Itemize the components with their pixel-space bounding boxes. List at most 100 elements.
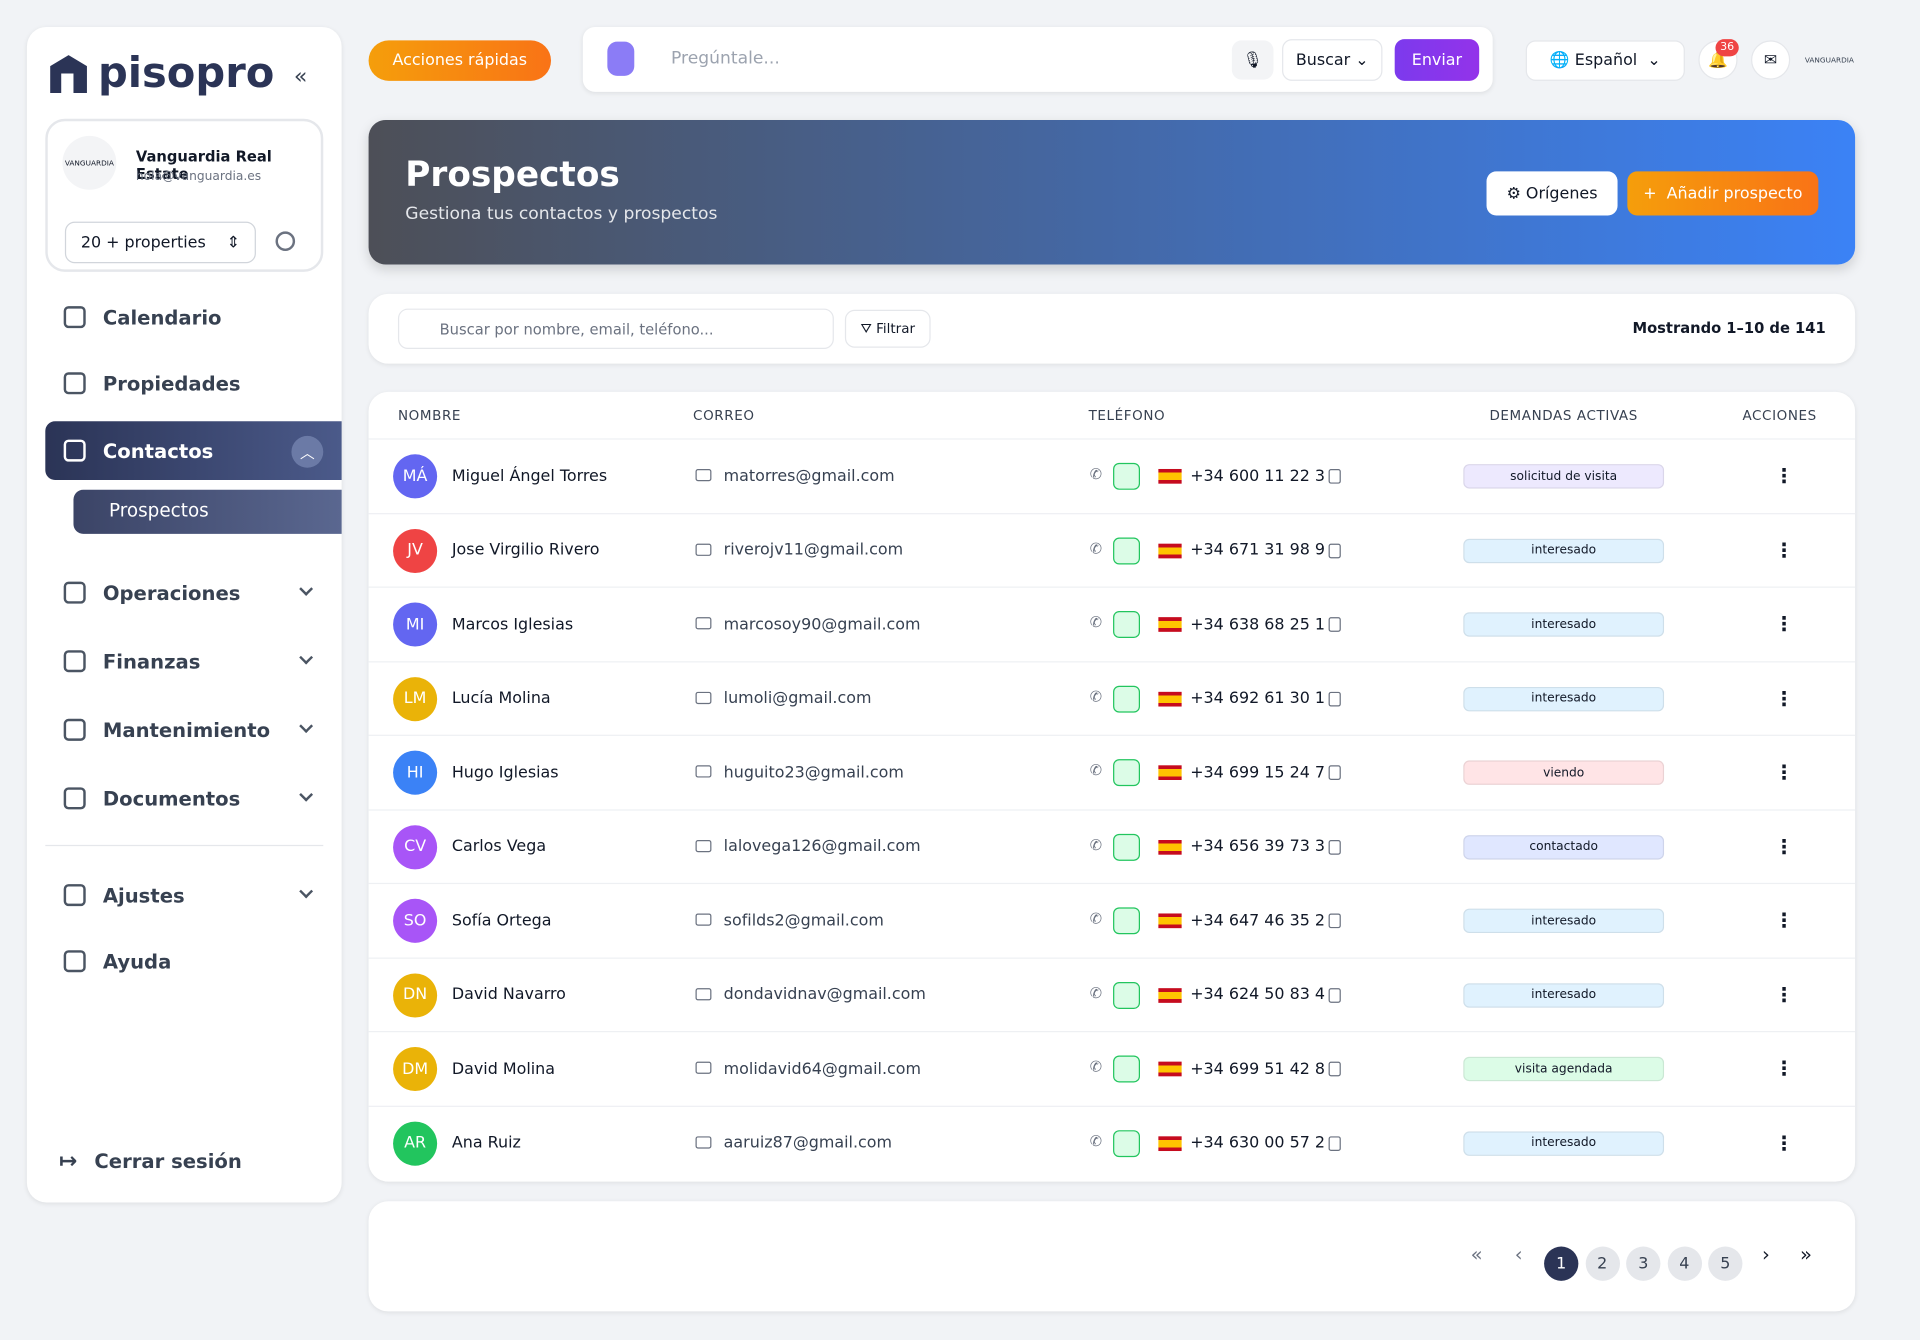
copy-button[interactable] (1328, 691, 1341, 706)
whatsapp-button[interactable] (1113, 759, 1141, 787)
nav-item[interactable]: Contactos (63, 432, 214, 469)
call-button[interactable]: ✆ (1089, 761, 1103, 779)
nav-item[interactable]: Documentos (63, 780, 241, 817)
contact-email[interactable]: marcosoy90@gmail.com (723, 615, 921, 634)
contact-name[interactable]: Lucía Molina (451, 689, 551, 708)
actions-button[interactable]: ⋮ (1774, 982, 1794, 1006)
settings-icon[interactable] (275, 231, 296, 252)
call-button[interactable]: ✆ (1089, 1057, 1103, 1076)
contact-name[interactable]: Jose Virgilio Rivero (451, 541, 600, 560)
collapse-chevron[interactable]: ︿ (291, 435, 324, 468)
actions-button[interactable]: ⋮ (1774, 538, 1794, 562)
call-button[interactable]: ✆ (1089, 835, 1103, 853)
whatsapp-button[interactable] (1113, 1055, 1141, 1083)
quick-actions[interactable]: Acciones rápidas (368, 40, 552, 81)
copy-button[interactable] (1328, 1061, 1341, 1077)
nav-item[interactable]: Operaciones (63, 574, 241, 611)
prev-page[interactable]: ‹ (1514, 1242, 1523, 1267)
contact-email[interactable]: lalovega126@gmail.com (723, 837, 921, 856)
contact-email[interactable]: aaruiz87@gmail.com (723, 1133, 893, 1153)
contact-name[interactable]: David Navarro (451, 985, 566, 1005)
properties-select[interactable]: 20 + properties ⇕ (64, 221, 256, 264)
contact-name[interactable]: Hugo Iglesias (451, 763, 559, 782)
last-page[interactable]: » (1800, 1242, 1812, 1267)
contact-email[interactable]: huguito23@gmail.com (723, 763, 904, 782)
pagination: « ‹ 1 2 3 4 5 › » (368, 1201, 1856, 1312)
copy-button[interactable] (1328, 617, 1341, 632)
add-button[interactable]: + Añadir prospecto (1627, 171, 1819, 216)
whatsapp-button[interactable] (1113, 833, 1141, 861)
account-name: Vanguardia Real Estate (135, 148, 272, 183)
whatsapp-button[interactable] (1113, 462, 1141, 490)
whatsapp-button[interactable] (1113, 685, 1141, 713)
whatsapp-button[interactable] (1113, 1129, 1141, 1157)
call-button[interactable]: ✆ (1089, 613, 1103, 631)
whatsapp-button[interactable] (1113, 981, 1141, 1009)
subnav-item[interactable]: Prospectos (73, 489, 342, 534)
search-mode[interactable]: Buscar ⌄ (1282, 39, 1383, 81)
brand[interactable]: VANGUARDIA (1804, 55, 1854, 65)
page-button[interactable]: 2 (1585, 1246, 1620, 1281)
search-input[interactable]: Buscar por nombre, email, teléfono... (397, 308, 834, 349)
page-button[interactable]: 3 (1626, 1246, 1661, 1281)
contact-name[interactable]: David Molina (451, 1059, 556, 1079)
call-button[interactable]: ✆ (1089, 687, 1103, 705)
call-button[interactable]: ✆ (1089, 983, 1103, 1002)
page-button[interactable]: 1 (1544, 1246, 1579, 1281)
nav-item[interactable]: Mantenimiento (63, 711, 270, 748)
page-button[interactable]: 5 (1708, 1246, 1743, 1281)
contact-email[interactable]: lumoli@gmail.com (723, 689, 872, 708)
page-button[interactable]: 4 (1667, 1246, 1702, 1281)
column-header: CORREO (693, 407, 755, 424)
ask-input[interactable]: Pregúntale... (671, 48, 780, 69)
contact-email[interactable]: sofilds2@gmail.com (723, 911, 884, 931)
contact-name[interactable]: Ana Ruiz (451, 1133, 521, 1153)
logo[interactable]: pisopro (47, 49, 274, 98)
logout[interactable]: ↦ Cerrar sesión (59, 1142, 242, 1179)
contact-name[interactable]: Marcos Iglesias (451, 615, 574, 634)
contact-email[interactable]: dondavidnav@gmail.com (723, 985, 926, 1005)
contact-name[interactable]: Sofía Ortega (451, 911, 552, 931)
contact-email[interactable]: molidavid64@gmail.com (723, 1059, 922, 1079)
copy-button[interactable] (1328, 543, 1341, 558)
whatsapp-button[interactable] (1113, 907, 1141, 935)
actions-button[interactable]: ⋮ (1774, 612, 1794, 636)
next-page[interactable]: › (1762, 1242, 1770, 1267)
call-button[interactable]: ✆ (1089, 909, 1103, 927)
language-select[interactable]: 🌐 Español ⌄ (1525, 40, 1685, 81)
filter-button[interactable]: ⛛ Filtrar (844, 309, 931, 348)
contact-email[interactable]: riverojv11@gmail.com (723, 541, 904, 560)
actions-button[interactable]: ⋮ (1774, 686, 1794, 710)
copy-button[interactable] (1328, 468, 1341, 484)
actions-button[interactable]: ⋮ (1774, 834, 1794, 858)
actions-button[interactable]: ⋮ (1774, 1130, 1794, 1155)
mic-button[interactable]: 🎙 (1231, 40, 1274, 80)
nav-item[interactable]: Finanzas (63, 643, 201, 680)
whatsapp-button[interactable] (1113, 611, 1141, 638)
copy-button[interactable] (1328, 987, 1341, 1003)
origins-button[interactable]: ⚙ Orígenes (1486, 171, 1618, 216)
contact-name[interactable]: Carlos Vega (451, 837, 547, 856)
nav-item[interactable]: Ajustes (63, 877, 185, 914)
copy-button[interactable] (1328, 913, 1341, 929)
actions-button[interactable]: ⋮ (1774, 908, 1794, 932)
actions-button[interactable]: ⋮ (1774, 1056, 1794, 1081)
nav-item[interactable]: Calendario (63, 299, 222, 336)
call-button[interactable]: ✆ (1089, 1132, 1103, 1150)
contact-email[interactable]: matorres@gmail.com (723, 467, 895, 486)
inbox[interactable]: ✉ (1751, 40, 1791, 80)
actions-button[interactable]: ⋮ (1774, 464, 1794, 488)
send-button[interactable]: Enviar (1394, 39, 1480, 81)
call-button[interactable]: ✆ (1089, 539, 1103, 557)
whatsapp-button[interactable] (1113, 536, 1141, 564)
first-page[interactable]: « (1470, 1242, 1483, 1267)
copy-button[interactable] (1328, 839, 1341, 855)
copy-button[interactable] (1328, 1135, 1341, 1151)
copy-button[interactable] (1328, 765, 1341, 781)
nav-item[interactable]: Propiedades (63, 365, 241, 402)
contact-name[interactable]: Miguel Ángel Torres (451, 467, 608, 486)
call-button[interactable]: ✆ (1089, 465, 1103, 483)
collapse-button[interactable]: « (293, 63, 308, 90)
nav-item[interactable]: Ayuda (63, 943, 172, 980)
actions-button[interactable]: ⋮ (1774, 760, 1794, 784)
